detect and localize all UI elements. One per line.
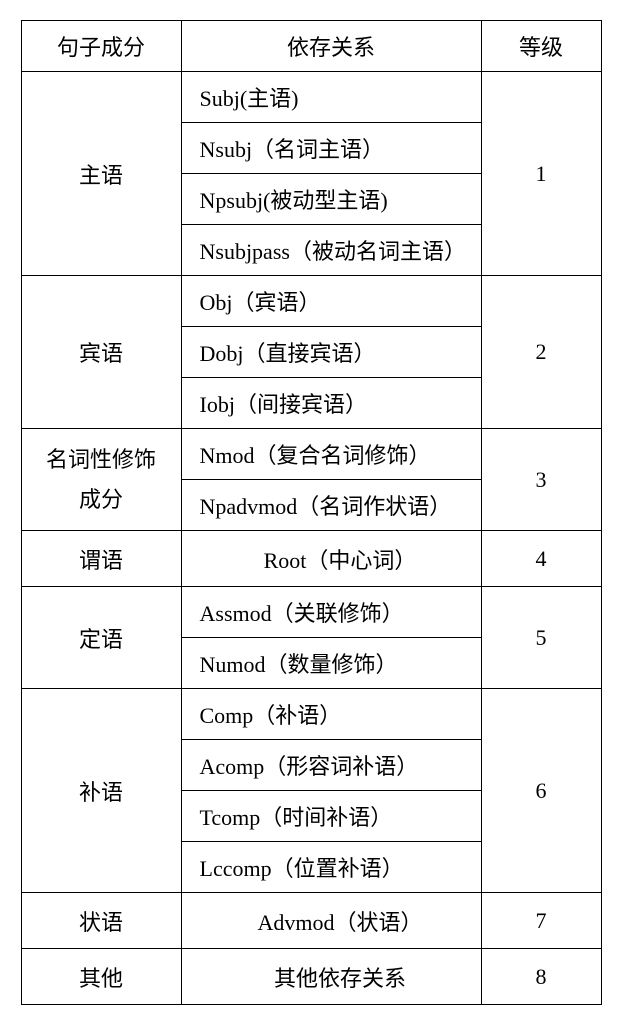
component-cell: 主语 (21, 72, 181, 276)
relation-cell: Advmod（状语） (181, 893, 481, 949)
relation-cell: Dobj（直接宾语） (181, 327, 481, 378)
component-cell: 补语 (21, 689, 181, 893)
header-level: 等级 (481, 21, 601, 72)
component-cell: 其他 (21, 949, 181, 1005)
component-cell: 状语 (21, 893, 181, 949)
relation-cell: Tcomp（时间补语） (181, 791, 481, 842)
table-row: 谓语 Root（中心词） 4 (21, 531, 601, 587)
relation-cell: Lccomp（位置补语） (181, 842, 481, 893)
component-cell: 宾语 (21, 276, 181, 429)
table-row: 名词性修饰 成分 Nmod（复合名词修饰） 3 (21, 429, 601, 480)
level-cell: 5 (481, 587, 601, 689)
relation-cell: Npadvmod（名词作状语） (181, 480, 481, 531)
component-text-line2: 成分 (79, 487, 123, 512)
relation-cell: Iobj（间接宾语） (181, 378, 481, 429)
level-cell: 3 (481, 429, 601, 531)
relation-cell: 其他依存关系 (181, 949, 481, 1005)
component-cell: 谓语 (21, 531, 181, 587)
table-row: 补语 Comp（补语） 6 (21, 689, 601, 740)
table-row: 宾语 Obj（宾语） 2 (21, 276, 601, 327)
relation-cell: Npsubj(被动型主语) (181, 174, 481, 225)
component-cell: 定语 (21, 587, 181, 689)
component-cell: 名词性修饰 成分 (21, 429, 181, 531)
header-component: 句子成分 (21, 21, 181, 72)
table-row: 定语 Assmod（关联修饰） 5 (21, 587, 601, 638)
relation-cell: Obj（宾语） (181, 276, 481, 327)
relation-cell: Nmod（复合名词修饰） (181, 429, 481, 480)
relation-cell: Acomp（形容词补语） (181, 740, 481, 791)
level-cell: 8 (481, 949, 601, 1005)
relation-cell: Nsubjpass（被动名词主语） (181, 225, 481, 276)
table-row: 状语 Advmod（状语） 7 (21, 893, 601, 949)
table-row: 其他 其他依存关系 8 (21, 949, 601, 1005)
dependency-table-container: 句子成分 依存关系 等级 主语 Subj(主语) 1 Nsubj（名词主语） N… (21, 20, 601, 1005)
relation-cell: Root（中心词） (181, 531, 481, 587)
level-cell: 7 (481, 893, 601, 949)
relation-cell: Assmod（关联修饰） (181, 587, 481, 638)
component-text-line1: 名词性修饰 (46, 447, 156, 472)
header-relation: 依存关系 (181, 21, 481, 72)
relation-cell: Subj(主语) (181, 72, 481, 123)
relation-cell: Comp（补语） (181, 689, 481, 740)
level-cell: 1 (481, 72, 601, 276)
level-cell: 4 (481, 531, 601, 587)
level-cell: 2 (481, 276, 601, 429)
table-header-row: 句子成分 依存关系 等级 (21, 21, 601, 72)
relation-cell: Numod（数量修饰） (181, 638, 481, 689)
relation-cell: Nsubj（名词主语） (181, 123, 481, 174)
level-cell: 6 (481, 689, 601, 893)
dependency-table: 句子成分 依存关系 等级 主语 Subj(主语) 1 Nsubj（名词主语） N… (21, 20, 602, 1005)
table-row: 主语 Subj(主语) 1 (21, 72, 601, 123)
